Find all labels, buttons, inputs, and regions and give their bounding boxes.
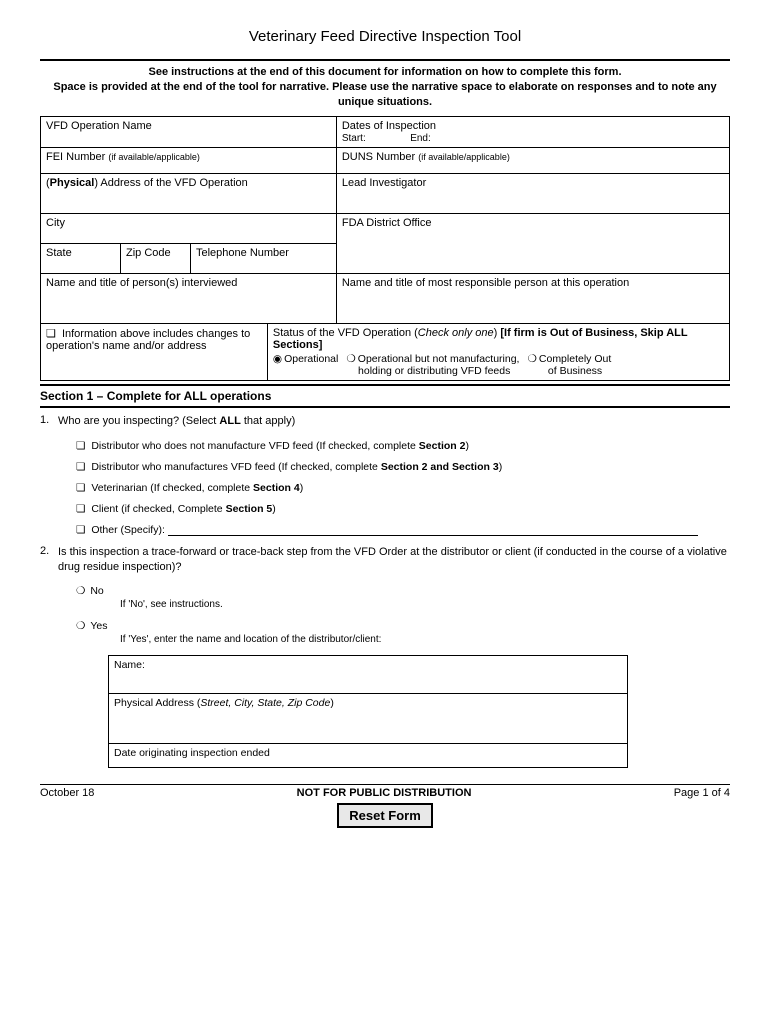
status-out-business[interactable]: ❍Completely Out of Business <box>527 353 611 377</box>
q2-no[interactable]: ❍ No <box>76 585 730 597</box>
checkbox-icon: ❏ <box>76 440 85 452</box>
question-list: 1. Who are you inspecting? (Select ALL t… <box>40 408 730 769</box>
form-page: Veterinary Feed Directive Inspection Too… <box>0 0 770 838</box>
q2-yes-sub: If 'Yes', enter the name and location of… <box>76 634 730 645</box>
other-specify-line[interactable] <box>168 535 698 536</box>
checkbox-icon[interactable]: ❏ <box>46 328 56 340</box>
status-not-mfg[interactable]: ❍Operational but not manufacturing, hold… <box>346 353 519 377</box>
footer-page: Page 1 of 4 <box>674 787 730 799</box>
field-responsible[interactable]: Name and title of most responsible perso… <box>336 273 729 323</box>
instruction-line2: Space is provided at the end of the tool… <box>53 81 716 108</box>
box-name[interactable]: Name: <box>109 656 628 694</box>
field-state[interactable]: State <box>41 243 121 273</box>
footer-distribution: NOT FOR PUBLIC DISTRIBUTION <box>297 787 472 799</box>
q1-options: ❏ Distributor who does not manufacture V… <box>40 434 730 536</box>
field-city[interactable]: City <box>41 213 337 243</box>
field-status: Status of the VFD Operation (Check only … <box>267 323 729 380</box>
radio-icon: ◉ <box>273 353 282 365</box>
radio-icon: ❍ <box>76 620 85 632</box>
distributor-client-box: Name: Physical Address (Street, City, St… <box>108 655 628 768</box>
page-title: Veterinary Feed Directive Inspection Too… <box>40 28 730 45</box>
field-fda-office[interactable]: FDA District Office <box>336 213 729 273</box>
q1-opt-a[interactable]: ❏ Distributor who does not manufacture V… <box>76 440 730 452</box>
radio-icon: ❍ <box>527 353 536 365</box>
question-1: 1. Who are you inspecting? (Select ALL t… <box>40 414 730 429</box>
checkbox-icon: ❏ <box>76 524 85 536</box>
box-date[interactable]: Date originating inspection ended <box>109 744 628 768</box>
q1-opt-d[interactable]: ❏ Client (if checked, Complete Section 5… <box>76 503 730 515</box>
reset-form-button[interactable]: Reset Form <box>337 803 433 828</box>
checkbox-icon: ❏ <box>76 503 85 515</box>
footer-date: October 18 <box>40 787 94 799</box>
status-operational[interactable]: ◉Operational <box>273 353 338 377</box>
field-zip[interactable]: Zip Code <box>121 243 191 273</box>
page-footer: October 18 NOT FOR PUBLIC DISTRIBUTION P… <box>40 784 730 799</box>
radio-icon: ❍ <box>76 585 85 597</box>
field-interviewed[interactable]: Name and title of person(s) interviewed <box>41 273 337 323</box>
field-info-changes[interactable]: ❏ Information above includes changes to … <box>41 323 268 380</box>
field-duns[interactable]: DUNS Number (if available/applicable) <box>336 147 729 173</box>
q1-opt-c[interactable]: ❏ Veterinarian (If checked, complete Sec… <box>76 482 730 494</box>
field-phone[interactable]: Telephone Number <box>191 243 337 273</box>
section1-heading: Section 1 – Complete for ALL operations <box>40 384 730 408</box>
radio-icon: ❍ <box>346 353 355 365</box>
q1-opt-b[interactable]: ❏ Distributor who manufactures VFD feed … <box>76 461 730 473</box>
q2-options: ❍ No If 'No', see instructions. ❍ Yes If… <box>40 581 730 645</box>
instructions-block: See instructions at the end of this docu… <box>40 61 730 116</box>
header-fields-table: VFD Operation Name Dates of Inspection S… <box>40 116 730 381</box>
instruction-line1: See instructions at the end of this docu… <box>148 66 621 78</box>
field-physical-address[interactable]: (Physical) Address of the VFD Operation <box>41 173 337 213</box>
question-2: 2. Is this inspection a trace-forward or… <box>40 545 730 575</box>
field-fei[interactable]: FEI Number (if available/applicable) <box>41 147 337 173</box>
q2-no-sub: If 'No', see instructions. <box>76 599 730 610</box>
q2-yes[interactable]: ❍ Yes <box>76 620 730 632</box>
field-dates[interactable]: Dates of Inspection Start: End: <box>336 116 729 147</box>
checkbox-icon: ❏ <box>76 482 85 494</box>
field-lead-investigator[interactable]: Lead Investigator <box>336 173 729 213</box>
checkbox-icon: ❏ <box>76 461 85 473</box>
box-address[interactable]: Physical Address (Street, City, State, Z… <box>109 694 628 744</box>
q1-opt-e[interactable]: ❏ Other (Specify): <box>76 524 730 536</box>
field-operation-name[interactable]: VFD Operation Name <box>41 116 337 147</box>
